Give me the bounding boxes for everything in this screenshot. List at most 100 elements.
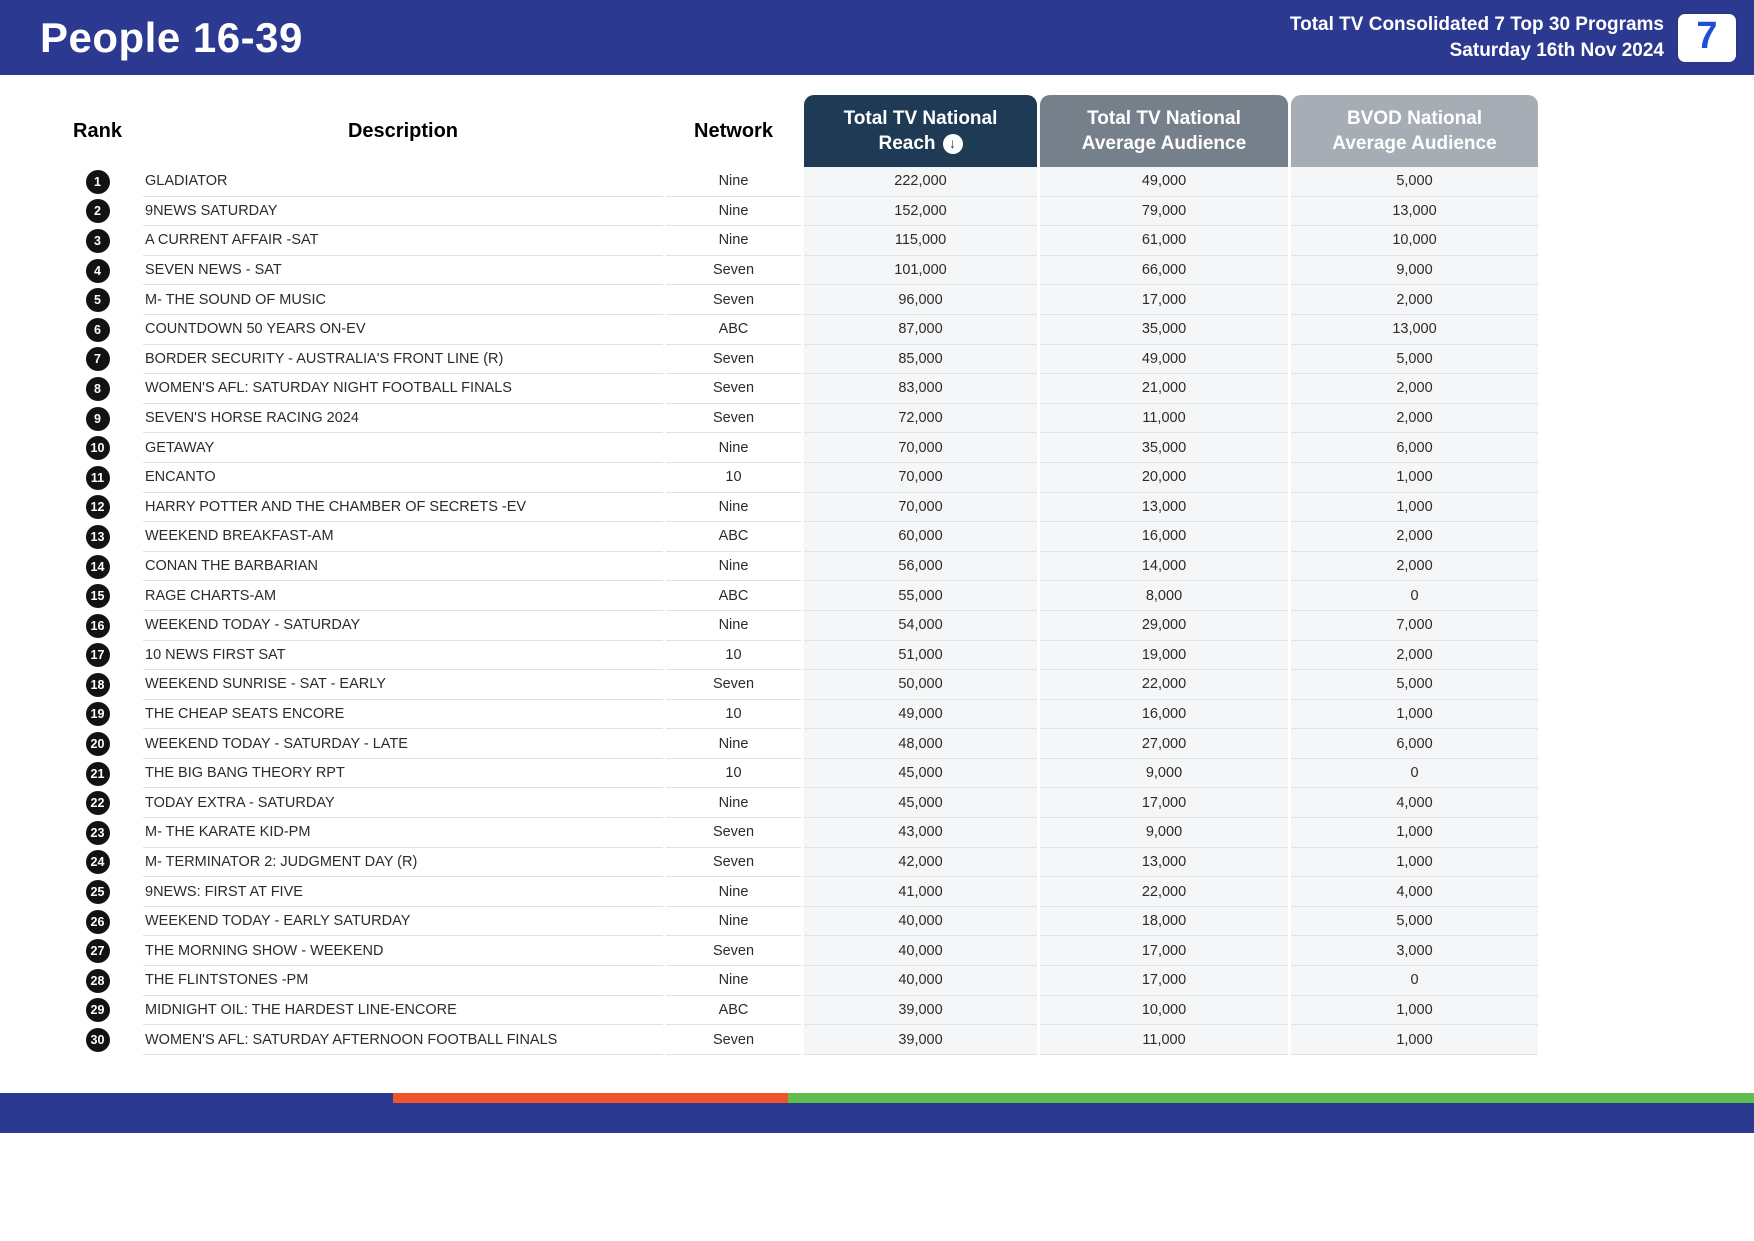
- avg-audience-value: 22,000: [1040, 877, 1288, 907]
- table-row: 25 9NEWS: FIRST AT FIVE Nine 41,000 22,0…: [55, 877, 1545, 907]
- rank-badge: 24: [85, 850, 110, 875]
- rank-badge: 29: [85, 998, 110, 1023]
- stripe-blue-segment: [0, 1093, 393, 1103]
- table-row: 16 WEEKEND TODAY - SATURDAY Nine 54,000 …: [55, 610, 1545, 641]
- column-header-total-tv-reach[interactable]: Total TV National Reach ↓: [804, 95, 1037, 167]
- table-row: 26 WEEKEND TODAY - EARLY SATURDAY Nine 4…: [55, 906, 1545, 937]
- avg-audience-value: 17,000: [1040, 788, 1288, 819]
- bvod-audience-value: 2,000: [1291, 285, 1538, 315]
- rank-badge: 1: [85, 169, 110, 194]
- table-row: 22 TODAY EXTRA - SATURDAY Nine 45,000 17…: [55, 788, 1545, 819]
- rank-badge: 10: [85, 436, 110, 461]
- bvod-audience-value: 2,000: [1291, 640, 1538, 671]
- network-name: 10: [666, 463, 801, 493]
- reach-value: 39,000: [804, 995, 1037, 1026]
- table-row: 1 GLADIATOR Nine 222,000 49,000 5,000: [55, 167, 1545, 197]
- bvod-audience-value: 1,000: [1291, 995, 1538, 1026]
- reach-value: 222,000: [804, 167, 1037, 197]
- rank-badge: 9: [85, 406, 110, 431]
- program-description: THE CHEAP SEATS ENCORE: [143, 700, 663, 730]
- avg-audience-value: 13,000: [1040, 492, 1288, 523]
- reach-value: 49,000: [804, 699, 1037, 730]
- network-name: Seven: [666, 848, 801, 878]
- reach-value: 96,000: [804, 285, 1037, 315]
- table-row: 11 ENCANTO 10 70,000 20,000 1,000: [55, 462, 1545, 493]
- rank-cell: 20: [55, 729, 140, 759]
- reach-value: 40,000: [804, 966, 1037, 996]
- rank-badge: 13: [85, 524, 110, 549]
- avg-audience-value: 8,000: [1040, 581, 1288, 611]
- avg-audience-value: 49,000: [1040, 167, 1288, 197]
- program-description: THE FLINTSTONES -PM: [143, 966, 663, 996]
- avg-audience-value: 13,000: [1040, 847, 1288, 878]
- stripe-orange-segment: [392, 1093, 788, 1103]
- table-row: 30 WOMEN'S AFL: SATURDAY AFTERNOON FOOTB…: [55, 1025, 1545, 1055]
- rank-cell: 3: [55, 226, 140, 256]
- top-bar-right: Total TV Consolidated 7 Top 30 Programs …: [1290, 12, 1736, 64]
- column-header-bvod-audience[interactable]: BVOD National Average Audience: [1291, 95, 1538, 167]
- bvod-audience-value: 5,000: [1291, 906, 1538, 937]
- network-name: Nine: [666, 433, 801, 463]
- rank-cell: 17: [55, 641, 140, 671]
- bvod-audience-value: 5,000: [1291, 344, 1538, 375]
- rank-badge: 28: [85, 968, 110, 993]
- bvod-audience-value: 10,000: [1291, 226, 1538, 256]
- bvod-audience-value: 2,000: [1291, 551, 1538, 582]
- table-row: 19 THE CHEAP SEATS ENCORE 10 49,000 16,0…: [55, 699, 1545, 730]
- network-name: Nine: [666, 907, 801, 937]
- reach-value: 60,000: [804, 522, 1037, 552]
- network-name: Seven: [666, 936, 801, 967]
- bvod-audience-value: 1,000: [1291, 492, 1538, 523]
- avg-audience-value: 29,000: [1040, 610, 1288, 641]
- reach-value: 70,000: [804, 462, 1037, 493]
- reach-value: 70,000: [804, 492, 1037, 523]
- program-description: WOMEN'S AFL: SATURDAY NIGHT FOOTBALL FIN…: [143, 374, 663, 404]
- program-description: THE MORNING SHOW - WEEKEND: [143, 936, 663, 967]
- avg-audience-value: 61,000: [1040, 226, 1288, 256]
- page-footer: [0, 1093, 1754, 1133]
- avg-audience-value: 9,000: [1040, 818, 1288, 848]
- sort-descending-icon: ↓: [942, 133, 963, 154]
- program-description: 9NEWS SATURDAY: [143, 197, 663, 227]
- table-row: 27 THE MORNING SHOW - WEEKEND Seven 40,0…: [55, 936, 1545, 967]
- page-title: People 16-39: [40, 13, 303, 61]
- network-color-stripe: [0, 1093, 1754, 1103]
- report-name: Total TV Consolidated 7 Top 30 Programs: [1289, 13, 1664, 35]
- rank-badge: 6: [85, 317, 110, 342]
- network-name: Seven: [666, 345, 801, 375]
- program-description: 10 NEWS FIRST SAT: [143, 641, 663, 671]
- top-bar: People 16-39 Total TV Consolidated 7 Top…: [0, 0, 1754, 75]
- rank-badge: 16: [85, 613, 110, 638]
- network-name: Nine: [666, 226, 801, 256]
- rank-badge: 15: [85, 584, 110, 609]
- table-row: 9 SEVEN'S HORSE RACING 2024 Seven 72,000…: [55, 403, 1545, 434]
- reach-value: 40,000: [804, 906, 1037, 937]
- rank-cell: 30: [55, 1025, 140, 1055]
- rank-cell: 26: [55, 907, 140, 937]
- column-header-description: Description: [347, 119, 459, 142]
- network-name: 10: [666, 700, 801, 730]
- rank-badge: 26: [85, 909, 110, 934]
- bvod-audience-value: 1,000: [1291, 1025, 1538, 1055]
- rank-cell: 27: [55, 936, 140, 966]
- network-name: ABC: [666, 522, 801, 552]
- network-name: Nine: [666, 966, 801, 996]
- network-name: 10: [666, 759, 801, 789]
- rank-badge: 25: [85, 880, 110, 905]
- stripe-green-segment: [787, 1093, 1754, 1103]
- network-name: Seven: [666, 285, 801, 315]
- avg-audience-value: 49,000: [1040, 344, 1288, 375]
- bvod-header-line1: BVOD National: [1346, 108, 1483, 129]
- rank-cell: 1: [55, 167, 140, 197]
- rank-badge: 27: [85, 939, 110, 964]
- column-header-average-audience[interactable]: Total TV National Average Audience: [1040, 95, 1288, 167]
- network-name: Nine: [666, 493, 801, 523]
- rankings-table: Rank Description Network Total TV Nation…: [0, 75, 1545, 1055]
- rank-badge: 23: [85, 820, 110, 845]
- bvod-audience-value: 0: [1291, 966, 1538, 996]
- footer-bar: [0, 1103, 1754, 1133]
- bvod-audience-value: 2,000: [1291, 403, 1538, 434]
- rank-badge: 11: [85, 465, 110, 490]
- avg-audience-value: 16,000: [1040, 699, 1288, 730]
- table-row: 21 THE BIG BANG THEORY RPT 10 45,000 9,0…: [55, 758, 1545, 789]
